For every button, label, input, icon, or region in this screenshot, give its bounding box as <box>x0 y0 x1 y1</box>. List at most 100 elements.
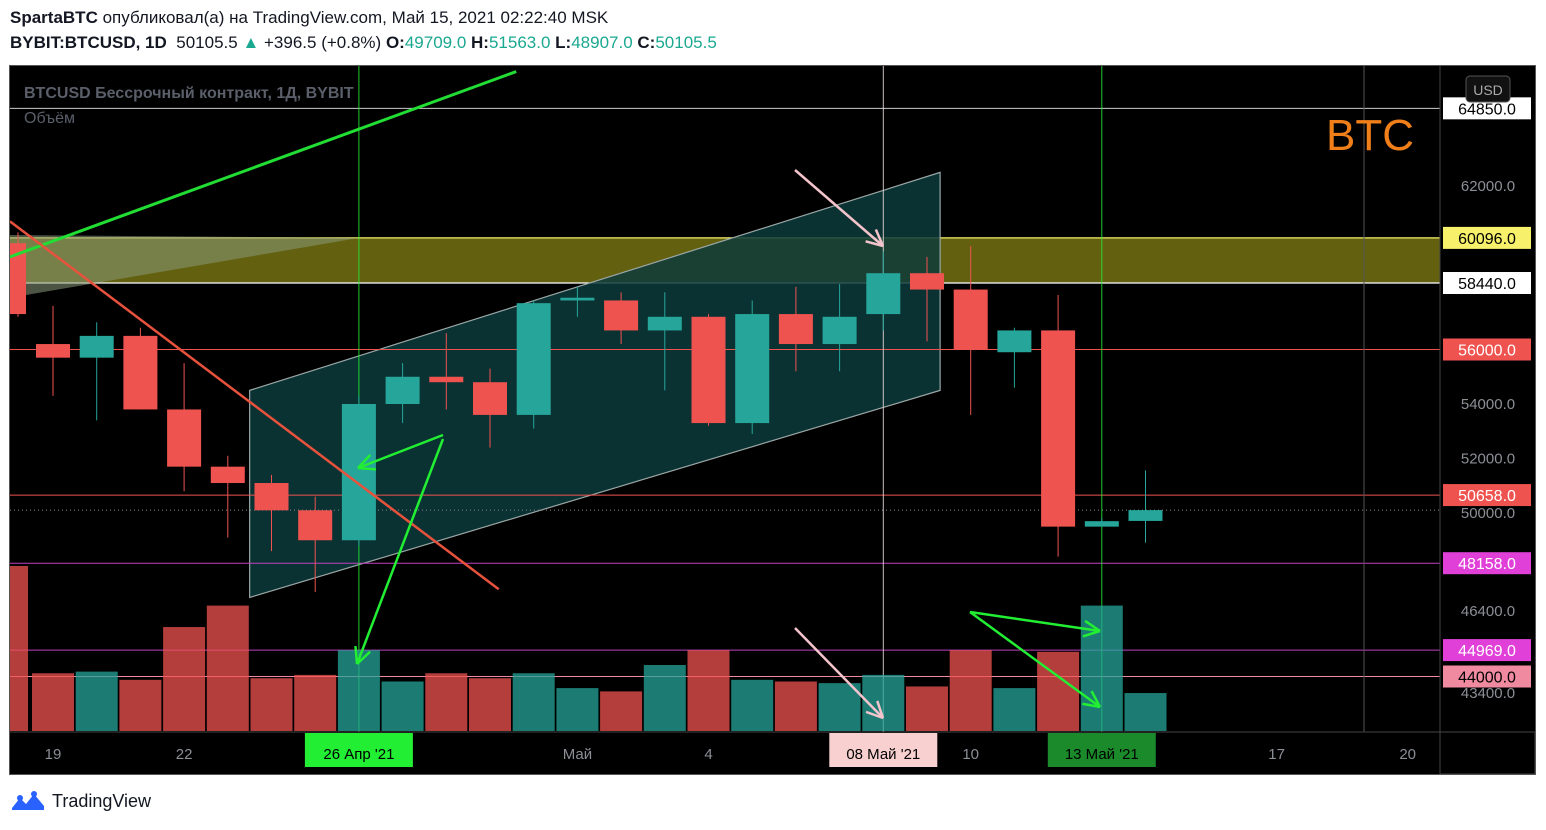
volume-bar <box>469 678 511 731</box>
up-arrow-icon: ▲ <box>242 33 260 52</box>
volume-bar <box>512 673 555 731</box>
volume-bar <box>32 673 74 731</box>
price-label-bg <box>1443 665 1531 688</box>
volume-bar <box>163 627 206 731</box>
candle-body <box>516 303 551 415</box>
watermark-text: BTC <box>1326 111 1414 160</box>
volume-bar <box>818 683 861 731</box>
price-label: 44000.0 <box>1458 670 1516 687</box>
volume-bar <box>1037 651 1080 731</box>
open-label: O: <box>385 33 405 52</box>
candle-body <box>778 314 813 345</box>
x-tick-label: 17 <box>1268 746 1285 763</box>
candle-body <box>210 466 245 484</box>
candle-body <box>385 376 420 404</box>
candle-body <box>298 510 333 541</box>
y-tick-label: 62000.0 <box>1461 178 1515 195</box>
green-arrow-volume <box>354 438 445 665</box>
symbol-label: BYBIT:BTCUSD, 1D <box>10 33 167 52</box>
x-tick-label: Май <box>563 746 592 763</box>
price-label: 60096.0 <box>1458 231 1516 248</box>
y-tick-label: 46400.0 <box>1461 603 1515 620</box>
candle-body <box>866 273 901 315</box>
y-tick-label: 54000.0 <box>1461 396 1515 413</box>
axis-corner <box>1439 731 1536 775</box>
price-label: 50658.0 <box>1458 488 1516 505</box>
volume-bar <box>600 691 643 731</box>
candle-body <box>1128 510 1163 521</box>
price-label: 48158.0 <box>1458 556 1516 573</box>
low-label: L: <box>555 33 572 52</box>
chart-title: BTCUSD Бессрочный контракт, 1Д, BYBIT <box>24 85 354 102</box>
date-highlight-bg <box>304 733 413 767</box>
time-axis-layer: 19 22 Май 4 10 17 20 26 Апр '21 08 Май '21 13 Май… <box>10 731 1536 775</box>
volume-bar <box>556 688 599 731</box>
x-tick-label: 20 <box>1399 746 1416 763</box>
high-label: H: <box>471 33 489 52</box>
chart-frame[interactable]: BTCUSD Бессрочный контракт, 1Д, BYBIT Об… <box>9 65 1536 775</box>
price-label: 56000.0 <box>1458 343 1516 360</box>
author-name[interactable]: SpartaBTC <box>10 8 98 27</box>
price-label-bg <box>1443 552 1531 575</box>
publish-line: SpartaBTC опубликовал(а) на TradingView.… <box>10 8 608 28</box>
price-label-bg <box>1443 272 1531 295</box>
volume-bar <box>731 679 774 731</box>
pink-arrow-volume <box>794 627 885 720</box>
price-label-bg <box>1443 484 1531 507</box>
footer-brand[interactable]: TradingView <box>10 790 151 812</box>
candle-body <box>604 300 639 331</box>
tradingview-logo-icon <box>12 791 44 810</box>
volume-bar <box>119 679 162 731</box>
volume-bar <box>206 605 249 731</box>
time-axis-bg <box>10 732 1440 774</box>
candle-body <box>10 243 26 315</box>
candle-body <box>953 289 988 350</box>
candle-body <box>167 409 202 467</box>
currency-button-label[interactable]: USD <box>1473 82 1503 98</box>
price-label: 58440.0 <box>1458 276 1516 293</box>
y-tick-label: 52000.0 <box>1461 451 1515 468</box>
low-value: 48907.0 <box>571 33 633 52</box>
candle-body <box>691 316 726 424</box>
green-arrow-vol-drop <box>969 610 1102 709</box>
candle-body <box>79 335 114 358</box>
open-value: 49709.0 <box>404 33 467 52</box>
price-label-bg <box>1443 97 1531 120</box>
candles-layer <box>10 232 1163 593</box>
candle-body <box>910 273 944 290</box>
volume-bar <box>906 686 948 731</box>
volume-layer <box>10 566 1167 731</box>
volume-bar <box>75 671 118 731</box>
volume-bar <box>294 674 337 731</box>
price-label: 44969.0 <box>1458 643 1516 660</box>
footer-brand-label: TradingView <box>52 790 152 811</box>
currency-button[interactable]: USD <box>1465 75 1511 103</box>
close-label: C: <box>637 33 656 52</box>
volume-bar <box>1080 605 1123 731</box>
y-tick-label: 43400.0 <box>1461 685 1515 702</box>
volume-bar <box>381 681 424 731</box>
volume-bar <box>10 566 28 731</box>
date-highlight-label: 13 Май '21 <box>1065 746 1139 763</box>
volume-bar <box>643 665 686 731</box>
x-tick-label: 10 <box>962 746 979 763</box>
candle-body <box>36 344 70 358</box>
zone-wedge <box>10 235 359 298</box>
trendlines-layer <box>9 70 517 591</box>
candle-body <box>341 404 376 541</box>
volume-bar <box>250 678 293 731</box>
volume-bar <box>425 673 468 731</box>
green-arrow-cross <box>357 433 444 471</box>
price-label: 64850.0 <box>1458 101 1516 118</box>
volume-bar <box>1124 693 1167 731</box>
date-highlight-label: 26 Апр '21 <box>323 746 394 763</box>
candle-body <box>254 483 289 511</box>
candle-body <box>1084 521 1119 527</box>
arrows-layer <box>354 169 1102 720</box>
y-tick-label: 50000.0 <box>1461 505 1515 522</box>
date-highlight-bg <box>829 733 938 767</box>
candle-body <box>822 316 857 345</box>
green-arrow-vol-spike <box>969 610 1101 638</box>
price-chart[interactable]: BTCUSD Бессрочный контракт, 1Д, BYBIT Об… <box>9 66 1536 775</box>
